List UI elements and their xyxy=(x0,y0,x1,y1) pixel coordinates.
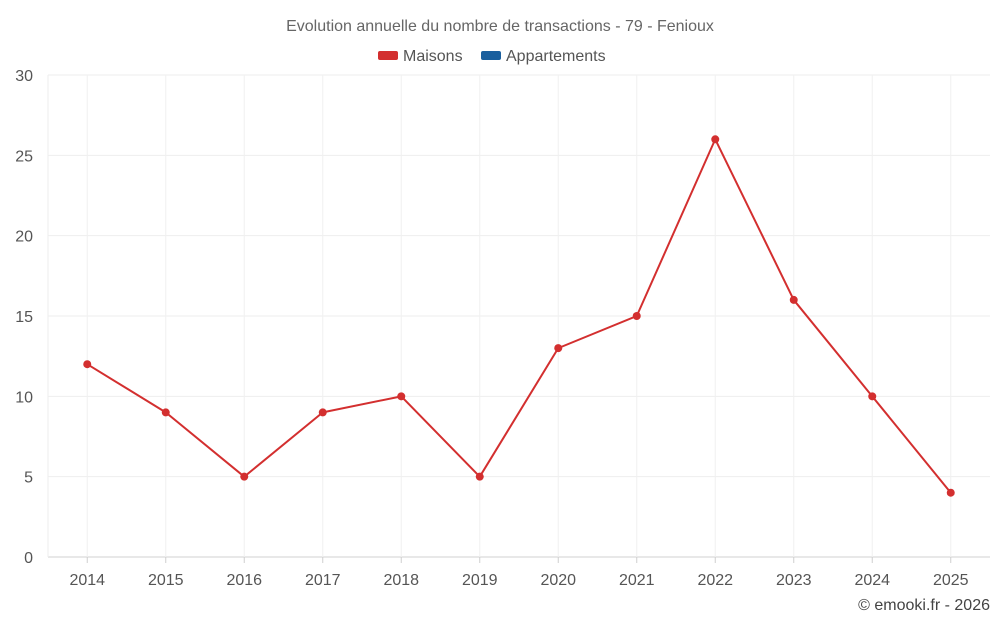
x-tick-label: 2014 xyxy=(69,572,105,589)
y-tick-label: 30 xyxy=(15,68,33,85)
chart-title: Evolution annuelle du nombre de transact… xyxy=(286,18,714,35)
legend-swatch-maisons xyxy=(378,51,398,60)
legend-item-maisons[interactable]: Maisons xyxy=(378,48,463,65)
grid xyxy=(47,74,990,558)
data-point[interactable] xyxy=(318,408,327,417)
y-axis: 0 5 10 15 20 25 30 xyxy=(15,68,33,567)
y-tick-label: 0 xyxy=(24,550,33,567)
x-tick-label: 2023 xyxy=(776,572,812,589)
data-point[interactable] xyxy=(632,312,641,320)
data-point[interactable] xyxy=(946,488,955,497)
x-tick-label: 2018 xyxy=(383,572,419,589)
series-maisons xyxy=(83,135,955,497)
x-tick-label: 2025 xyxy=(933,572,969,589)
x-tick-label: 2015 xyxy=(148,572,184,589)
legend: Maisons Appartements xyxy=(378,48,606,65)
x-axis: 2014 2015 2016 2017 2018 2019 2020 2021 2022 2023… xyxy=(69,557,969,589)
data-point[interactable] xyxy=(711,135,720,144)
legend-label-maisons: Maisons xyxy=(403,48,463,65)
data-point[interactable] xyxy=(240,472,249,481)
y-tick-label: 10 xyxy=(15,389,33,406)
y-tick-label: 5 xyxy=(24,470,33,487)
data-point[interactable] xyxy=(789,295,798,304)
x-tick-label: 2020 xyxy=(540,572,576,589)
x-tick-label: 2016 xyxy=(226,572,262,589)
y-tick-label: 20 xyxy=(15,229,33,246)
x-tick-label: 2017 xyxy=(305,572,341,589)
legend-item-appartements[interactable]: Appartements xyxy=(481,48,606,65)
data-point[interactable] xyxy=(868,392,877,401)
data-point[interactable] xyxy=(397,392,406,401)
x-tick-label: 2019 xyxy=(462,572,498,589)
legend-label-appartements: Appartements xyxy=(506,48,606,65)
y-tick-label: 25 xyxy=(15,148,33,165)
y-tick-label: 15 xyxy=(15,309,33,326)
legend-swatch-appartements xyxy=(481,51,501,60)
data-point[interactable] xyxy=(83,360,92,369)
x-tick-label: 2024 xyxy=(854,572,890,589)
series-line-maisons xyxy=(86,138,952,494)
x-tick-label: 2021 xyxy=(619,572,655,589)
data-point[interactable] xyxy=(554,344,563,353)
x-tick-label: 2022 xyxy=(697,572,733,589)
data-point[interactable] xyxy=(475,472,484,481)
data-point[interactable] xyxy=(161,408,170,417)
credit-text: © emooki.fr - 2026 xyxy=(858,597,990,614)
